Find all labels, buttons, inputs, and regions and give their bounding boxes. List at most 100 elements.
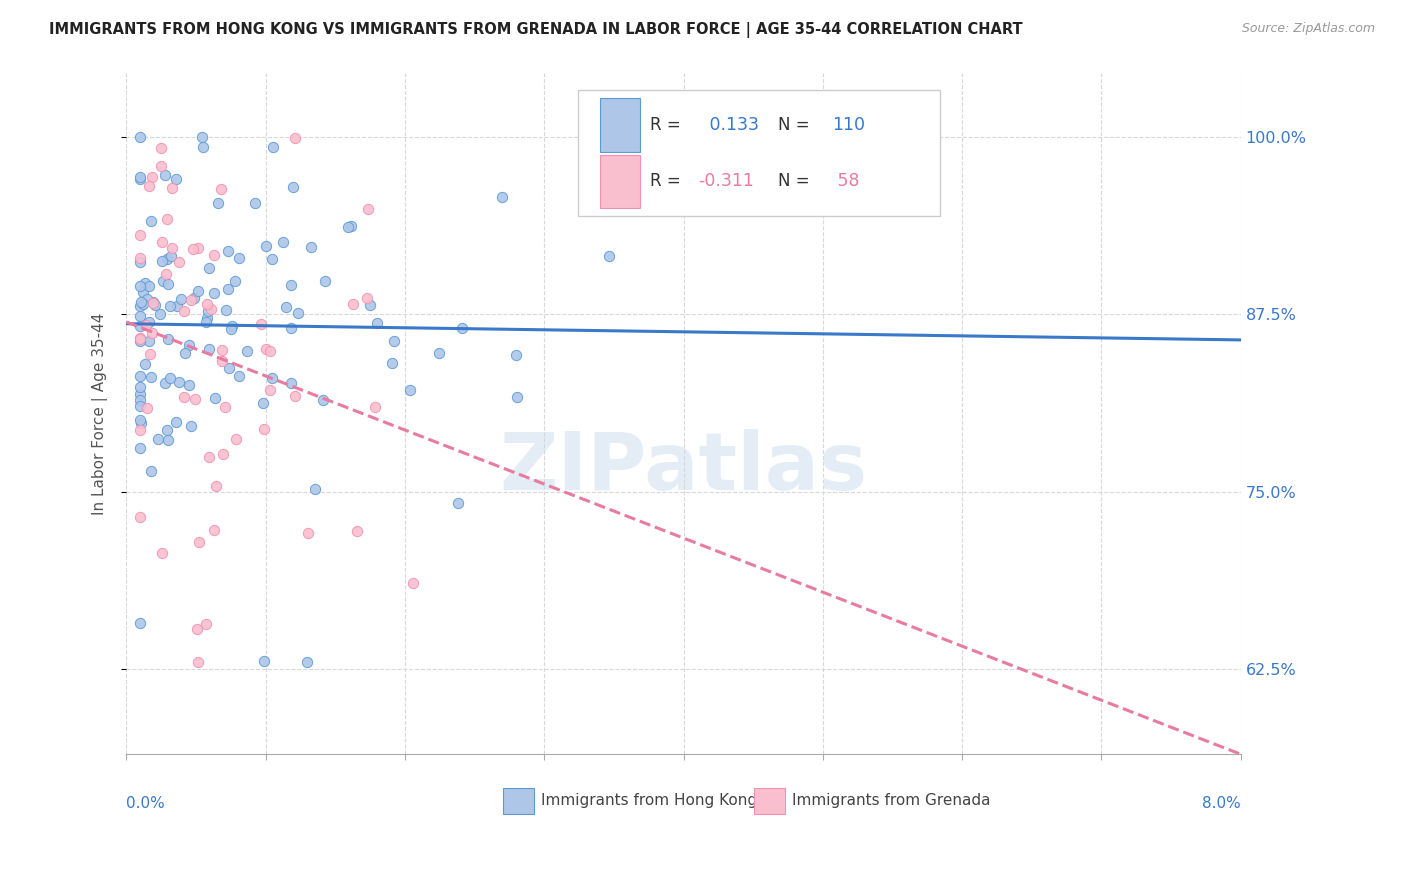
Point xyxy=(450,321,472,335)
Point xyxy=(152,274,174,288)
Point xyxy=(159,371,181,385)
Point xyxy=(138,334,160,348)
Point xyxy=(138,278,160,293)
Point xyxy=(139,370,162,384)
Text: 0.0%: 0.0% xyxy=(127,796,165,811)
Point xyxy=(180,419,202,434)
Point xyxy=(191,129,214,144)
Text: -0.311: -0.311 xyxy=(697,172,754,190)
Point xyxy=(177,377,200,392)
Point xyxy=(250,317,273,331)
Point xyxy=(364,400,387,414)
Point xyxy=(129,510,152,524)
Point xyxy=(346,524,368,539)
Point xyxy=(254,239,277,253)
Point xyxy=(252,654,274,668)
Point xyxy=(132,285,155,299)
Point xyxy=(252,395,274,409)
Point xyxy=(129,380,152,394)
Point xyxy=(236,344,259,359)
Point xyxy=(129,331,152,345)
Point xyxy=(211,354,233,368)
Point xyxy=(207,195,229,210)
Point xyxy=(281,180,304,194)
Point xyxy=(280,376,302,390)
Point xyxy=(204,248,226,262)
Point xyxy=(142,296,165,310)
Point xyxy=(166,299,188,313)
Point xyxy=(366,317,388,331)
Point xyxy=(129,399,152,413)
Point xyxy=(314,274,336,288)
Point xyxy=(156,333,179,347)
Point xyxy=(153,376,176,390)
Point xyxy=(280,321,302,335)
Point xyxy=(129,172,152,186)
Point xyxy=(399,384,422,398)
Text: Immigrants from Grenada: Immigrants from Grenada xyxy=(792,793,990,808)
Point xyxy=(135,401,157,415)
Point xyxy=(142,294,165,309)
Point xyxy=(447,495,470,509)
Point xyxy=(262,140,284,154)
Point xyxy=(139,347,162,361)
FancyBboxPatch shape xyxy=(600,98,640,153)
Point xyxy=(150,546,173,560)
Point xyxy=(382,334,405,348)
Point xyxy=(129,252,152,266)
Point xyxy=(356,291,378,305)
Point xyxy=(134,276,156,290)
Point xyxy=(129,332,152,346)
Point xyxy=(224,275,246,289)
Point xyxy=(160,250,183,264)
Point xyxy=(136,293,159,307)
Point xyxy=(217,244,239,259)
Point xyxy=(138,315,160,329)
Point xyxy=(129,309,152,323)
Point xyxy=(505,348,527,362)
Point xyxy=(180,293,202,307)
Point xyxy=(167,375,190,389)
Point xyxy=(150,140,173,154)
Point xyxy=(598,249,620,263)
Point xyxy=(284,130,307,145)
Point xyxy=(202,523,225,537)
Point xyxy=(138,179,160,194)
Point xyxy=(357,202,380,216)
Point xyxy=(162,241,184,255)
Point xyxy=(211,343,233,358)
Point xyxy=(157,277,180,291)
Point xyxy=(295,655,318,669)
Text: 8.0%: 8.0% xyxy=(1202,796,1240,811)
Point xyxy=(228,369,250,384)
Text: 0.133: 0.133 xyxy=(703,116,759,134)
Point xyxy=(129,412,152,426)
Point xyxy=(173,304,195,318)
Point xyxy=(215,302,238,317)
Point xyxy=(129,423,152,437)
Point xyxy=(155,267,177,281)
Text: ZIPatlas: ZIPatlas xyxy=(499,429,868,507)
Point xyxy=(217,282,239,296)
Point xyxy=(173,390,195,404)
Point xyxy=(129,129,152,144)
FancyBboxPatch shape xyxy=(578,90,939,216)
FancyBboxPatch shape xyxy=(600,154,640,209)
Point xyxy=(129,294,152,309)
Point xyxy=(148,432,170,446)
Text: N =: N = xyxy=(779,116,815,134)
Point xyxy=(160,181,183,195)
Point xyxy=(129,386,152,401)
Point xyxy=(156,252,179,267)
Point xyxy=(129,441,152,455)
Point xyxy=(287,305,309,319)
Point xyxy=(204,479,226,493)
Point xyxy=(198,342,221,356)
Point xyxy=(187,655,209,669)
Point xyxy=(174,346,197,360)
Point xyxy=(129,334,152,348)
Point xyxy=(129,416,152,430)
Point xyxy=(129,392,152,407)
Point xyxy=(195,297,218,311)
Point xyxy=(262,371,284,385)
